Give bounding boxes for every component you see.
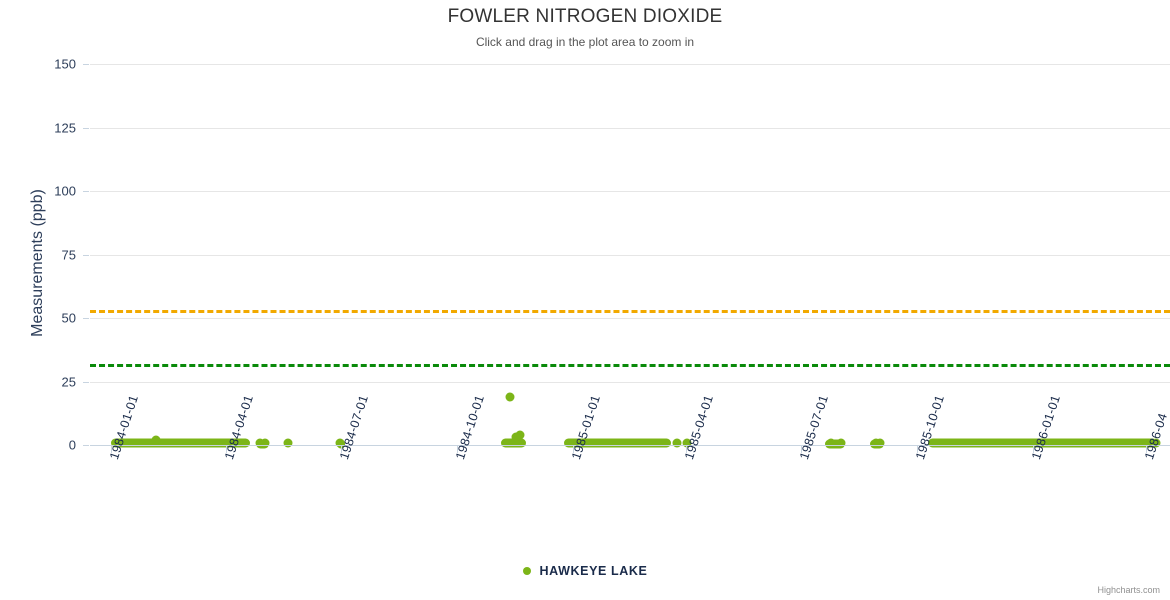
x-tick-mark: [340, 445, 342, 453]
y-tick-label: 100: [54, 183, 76, 199]
data-point[interactable]: [672, 438, 682, 448]
x-tick-mark: [456, 445, 458, 453]
highcharts-credits[interactable]: Highcharts.com: [1097, 585, 1160, 595]
x-tick-mark: [800, 445, 802, 453]
gridline: [90, 318, 1170, 319]
green-threshold: [90, 363, 1170, 367]
gridline: [90, 64, 1170, 65]
chart-subtitle: Click and drag in the plot area to zoom …: [475, 35, 695, 49]
data-point[interactable]: [1142, 438, 1152, 448]
data-point[interactable]: [682, 438, 692, 448]
x-axis: 1984-01-01 1984-04-01 1984-07-01 1984-10-01…: [90, 393, 1170, 565]
legend-item-hawkeye-lake[interactable]: HAWKEYE LAKE: [522, 564, 648, 578]
data-point-cluster[interactable]: [563, 438, 671, 448]
gridline: [90, 254, 1170, 256]
y-tick-mark: [83, 445, 89, 446]
y-tick-label: 150: [54, 56, 76, 72]
gridline: [90, 381, 1170, 383]
data-point[interactable]: [260, 438, 270, 448]
x-tick-mark: [111, 445, 113, 453]
chart-legend: HAWKEYE LAKE: [0, 563, 1170, 578]
data-point[interactable]: [875, 438, 885, 448]
x-tick-mark: [1032, 445, 1034, 453]
y-tick-label: 50: [61, 310, 76, 326]
data-point[interactable]: [994, 438, 1004, 448]
data-point[interactable]: [1151, 438, 1161, 448]
plot-area[interactable]: [90, 64, 1170, 449]
gridline: [90, 191, 1170, 192]
data-point[interactable]: [283, 438, 293, 448]
x-tick-mark: [572, 445, 574, 453]
data-point[interactable]: [151, 435, 161, 445]
x-tick-mark: [1146, 445, 1148, 453]
chart-title: FOWLER NITROGEN DIOXIDE: [447, 6, 723, 27]
data-point[interactable]: [335, 438, 345, 448]
y-tick-label: 0: [68, 437, 76, 453]
y-tick-mark: [83, 318, 89, 319]
data-point[interactable]: [1039, 438, 1049, 448]
data-point[interactable]: [1072, 438, 1082, 448]
y-tick-mark: [83, 381, 89, 383]
x-axis-line: [90, 445, 1170, 446]
y-tick-mark: [83, 127, 89, 129]
y-tick-mark: [83, 254, 89, 256]
data-point-cluster[interactable]: [500, 438, 527, 448]
data-point[interactable]: [826, 438, 836, 448]
y-tick-mark: [83, 191, 89, 192]
x-tick-mark: [686, 445, 688, 453]
x-tick-mark: [916, 445, 918, 453]
y-tick-label: 75: [61, 247, 76, 262]
circle-marker-icon: [522, 566, 531, 575]
y-tick-mark: [83, 64, 89, 65]
data-point[interactable]: [255, 438, 265, 448]
legend-item-label: HAWKEYE LAKE: [539, 564, 648, 578]
data-point[interactable]: [836, 438, 846, 448]
data-point-cluster[interactable]: [111, 438, 251, 448]
y-tick-label: 25: [61, 374, 76, 389]
data-point[interactable]: [975, 438, 985, 448]
data-point[interactable]: [1126, 438, 1136, 448]
data-point[interactable]: [511, 432, 521, 442]
orange-threshold: [90, 310, 1170, 314]
y-axis-title: Measurements (ppb): [29, 189, 46, 337]
x-tick-mark: [226, 445, 228, 453]
y-tick-label: 125: [54, 120, 76, 135]
data-point[interactable]: [505, 392, 515, 402]
gridline: [90, 127, 1170, 129]
